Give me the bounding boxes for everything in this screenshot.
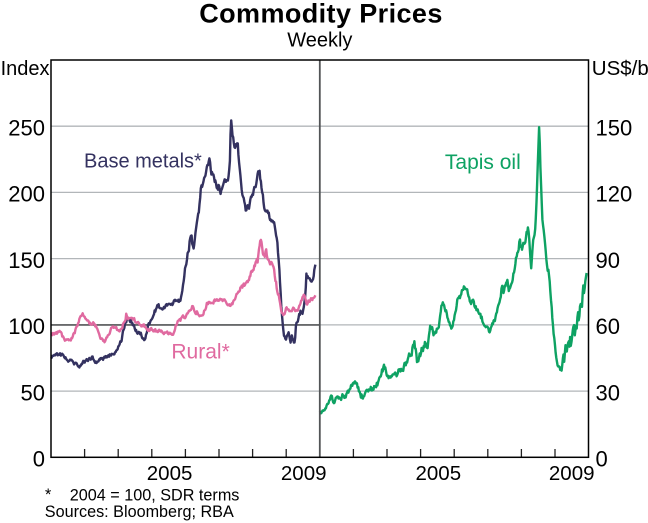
- svg-text:60: 60: [596, 314, 620, 339]
- svg-text:*: *: [45, 486, 52, 504]
- svg-text:Weekly: Weekly: [287, 29, 352, 51]
- svg-text:0: 0: [33, 447, 45, 472]
- svg-text:2004 = 100, SDR terms: 2004 = 100, SDR terms: [70, 486, 240, 504]
- svg-text:150: 150: [8, 248, 45, 273]
- svg-text:Base metals*: Base metals*: [84, 151, 202, 173]
- svg-text:100: 100: [8, 314, 45, 339]
- svg-text:Rural*: Rural*: [171, 340, 229, 363]
- svg-text:Index: Index: [1, 58, 50, 80]
- svg-text:Commodity Prices: Commodity Prices: [199, 0, 442, 29]
- svg-text:30: 30: [596, 380, 620, 405]
- svg-text:2005: 2005: [147, 462, 193, 485]
- svg-text:0: 0: [596, 447, 608, 472]
- svg-text:Sources: Bloomberg; RBA: Sources: Bloomberg; RBA: [45, 503, 234, 521]
- svg-text:Tapis oil: Tapis oil: [445, 151, 521, 174]
- svg-text:2005: 2005: [415, 462, 461, 485]
- svg-text:250: 250: [8, 115, 45, 140]
- svg-text:2009: 2009: [281, 462, 327, 485]
- svg-text:90: 90: [596, 248, 620, 273]
- svg-text:50: 50: [21, 380, 45, 405]
- svg-text:120: 120: [596, 182, 633, 207]
- svg-text:200: 200: [8, 182, 45, 207]
- svg-text:US$/b: US$/b: [592, 57, 648, 80]
- svg-text:150: 150: [596, 115, 633, 140]
- svg-text:2009: 2009: [549, 462, 595, 485]
